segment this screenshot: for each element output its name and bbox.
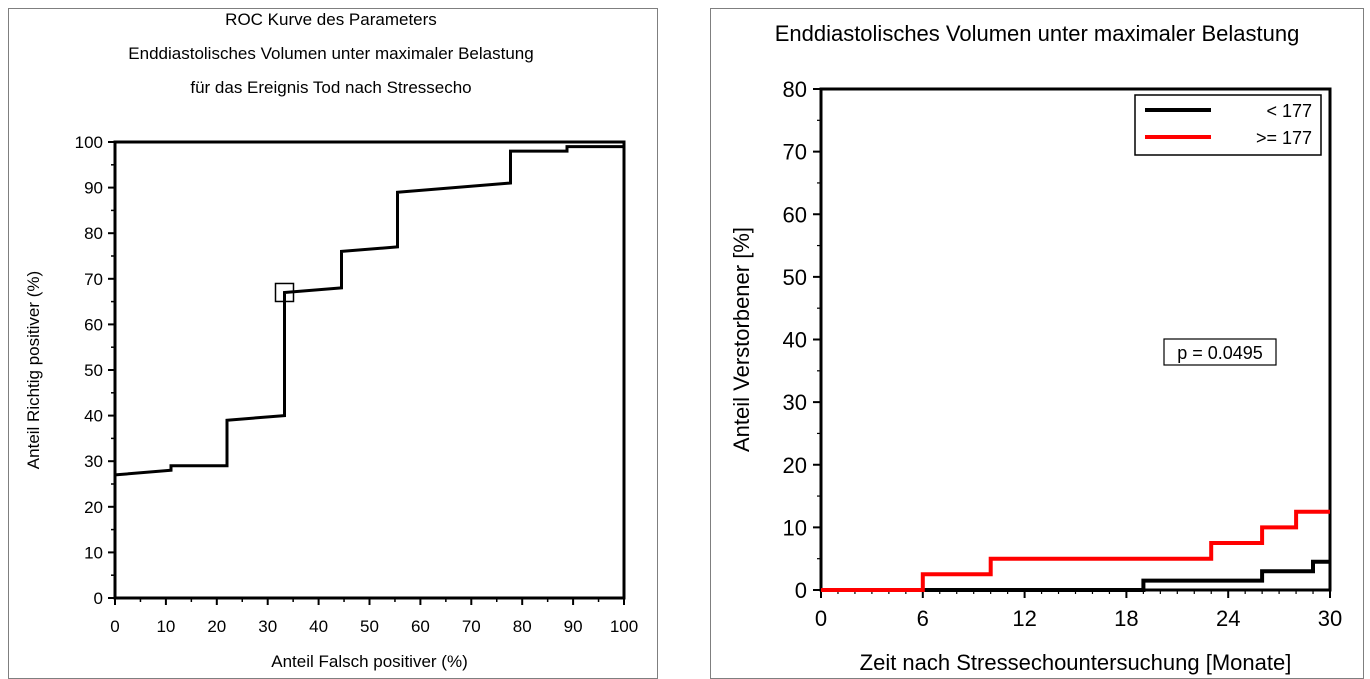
roc-y-tick-label: 90 (84, 179, 103, 198)
survival-chart: Enddiastolisches Volumen unter maximaler… (729, 21, 1342, 675)
km-x-tick-label: 18 (1114, 606, 1138, 631)
roc-x-tick-label: 90 (564, 617, 583, 636)
km-y-tick-label: 70 (783, 140, 807, 165)
km-p-value: p = 0.0495 (1177, 343, 1263, 363)
roc-chart-panel: ROC Kurve des Parameters Enddiastolisches… (8, 8, 658, 679)
roc-x-tick-label: 10 (156, 617, 175, 636)
roc-x-tick-label: 40 (309, 617, 328, 636)
km-legend-box (1134, 94, 1322, 156)
roc-x-tick-label: 50 (360, 617, 379, 636)
roc-x-axis-label: Anteil Falsch positiver (%) (271, 652, 468, 671)
km-legend-label: < 177 (1266, 101, 1312, 121)
roc-y-tick-label: 0 (94, 589, 103, 608)
km-y-tick-label: 50 (783, 265, 807, 290)
roc-y-tick-label: 20 (84, 498, 103, 517)
km-x-tick-label: 6 (917, 606, 929, 631)
survival-chart-panel: Enddiastolisches Volumen unter maximaler… (710, 8, 1364, 679)
roc-x-tick-label: 60 (411, 617, 430, 636)
roc-y-tick-label: 40 (84, 407, 103, 426)
roc-y-tick-label: 30 (84, 452, 103, 471)
roc-curve (113, 142, 626, 589)
roc-x-tick-label: 70 (462, 617, 481, 636)
km-legend-label: >= 177 (1256, 128, 1312, 148)
roc-x-tick-label: 30 (258, 617, 277, 636)
roc-y-tick-label: 60 (84, 315, 103, 334)
km-series-line-low (821, 559, 1330, 592)
roc-x-tick-label: 80 (513, 617, 532, 636)
roc-y-axis-label: Anteil Richtig positiver (%) (24, 271, 43, 469)
km-series-line-high (821, 509, 1330, 592)
roc-optimal-point-marker (274, 282, 295, 303)
roc-x-tick-label: 0 (110, 617, 119, 636)
km-y-tick-label: 80 (783, 77, 807, 102)
km-y-tick-label: 0 (795, 578, 807, 603)
roc-y-tick-label: 70 (84, 270, 103, 289)
km-x-tick-label: 30 (1318, 606, 1342, 631)
km-x-tick-label: 0 (815, 606, 827, 631)
roc-title-line: ROC Kurve des Parameters (225, 10, 437, 29)
roc-y-tick-label: 10 (84, 543, 103, 562)
km-y-tick-label: 30 (783, 390, 807, 415)
km-y-tick-label: 40 (783, 328, 807, 353)
km-x-axis-label: Zeit nach Stressechountersuchung [Monate… (860, 650, 1292, 675)
roc-title-line: für das Ereignis Tod nach Stressecho (190, 78, 471, 97)
roc-x-tick-label: 100 (610, 617, 638, 636)
roc-chart: ROC Kurve des Parameters Enddiastolisches… (24, 10, 638, 671)
km-title: Enddiastolisches Volumen unter maximaler… (775, 21, 1300, 46)
roc-y-tick-label: 50 (84, 361, 103, 380)
roc-plot-frame (113, 140, 626, 600)
km-x-tick-label: 12 (1012, 606, 1036, 631)
roc-x-tick-label: 20 (207, 617, 226, 636)
km-y-tick-label: 20 (783, 453, 807, 478)
km-x-tick-label: 24 (1216, 606, 1240, 631)
roc-title-line: Enddiastolisches Volumen unter maximaler… (128, 44, 533, 63)
km-y-axis-label: Anteil Verstorbener [%] (729, 227, 754, 452)
km-y-tick-label: 10 (783, 515, 807, 540)
roc-y-tick-label: 80 (84, 224, 103, 243)
km-p-value-box (1163, 338, 1277, 366)
roc-y-tick-label: 100 (75, 133, 103, 152)
km-y-tick-label: 60 (783, 202, 807, 227)
